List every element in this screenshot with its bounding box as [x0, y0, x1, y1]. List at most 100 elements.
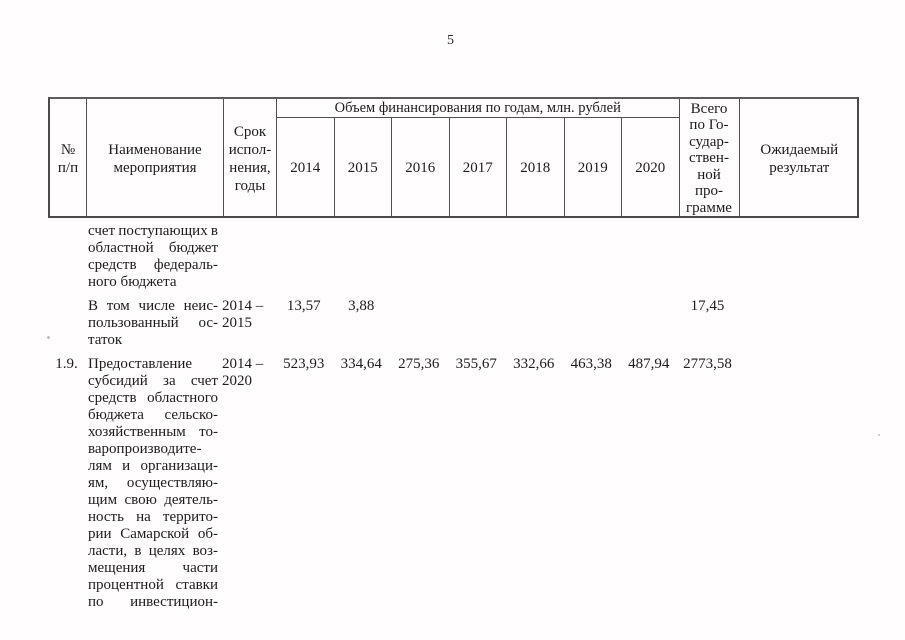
word: бюджета [88, 407, 144, 423]
total-value-cell: 2773,58 [683, 356, 732, 372]
name-line: лям и организаци- [88, 458, 218, 475]
name-line: ного бюджета [88, 274, 177, 290]
header-line: ной [697, 166, 721, 183]
name-line: счет поступающих в [88, 223, 218, 240]
word: счет [88, 223, 116, 239]
header-year-2020: 2020 [622, 118, 680, 218]
word: инвестицион- [130, 594, 218, 610]
table-row: 1.9. Предоставление субсидий за счет средств о… [48, 356, 859, 611]
word: сельско- [164, 407, 218, 423]
name-line: рии Самарской об- [88, 526, 218, 543]
word: целях [148, 543, 186, 559]
header-line: про- [694, 183, 724, 200]
word: части [182, 560, 218, 576]
word: поступающих [118, 223, 208, 239]
name-line: щим свою деятель- [88, 492, 218, 509]
name-line: варопроизводите- [88, 441, 202, 457]
word: мещения [88, 560, 146, 576]
header-line: Ожидаемый [760, 141, 839, 158]
word: ставки [175, 577, 218, 593]
page-number: 5 [447, 33, 454, 48]
header-line: № [60, 141, 76, 158]
name-line: средств федераль- [88, 257, 218, 274]
name-line: ность на террито- [88, 509, 218, 526]
year-value-cell: 487,94 [628, 356, 670, 372]
word: щим [88, 492, 118, 508]
table-row: счет поступающих в областной бюджет средств фе… [48, 223, 859, 291]
word: бюджет [168, 240, 218, 256]
term-line: 2014 – [222, 356, 264, 372]
header-year-2017: 2017 [450, 118, 507, 218]
word: том [106, 298, 130, 314]
year-value-cell: 332,66 [513, 356, 555, 372]
word: в [134, 543, 142, 559]
word: федераль- [153, 257, 218, 273]
name-line: процентной ставки [88, 577, 218, 594]
name-line: областной бюджет [88, 240, 218, 257]
row-number-cell: 1.9. [55, 356, 78, 372]
header-cell-num: № п/п [50, 99, 87, 218]
word: пользованный [88, 315, 179, 331]
row-term-cell: 2014 –2015 [222, 298, 275, 332]
word: об- [197, 526, 218, 542]
header-line: мероприятия [113, 159, 197, 176]
name-line: хозяйственным то- [88, 424, 218, 441]
header-year-2014: 2014 [277, 118, 335, 218]
word: В [88, 298, 99, 314]
row-name-cell: Предоставление субсидий за счет средств облас… [85, 356, 222, 611]
header-line: Наименование [108, 141, 202, 158]
header-cell-total: Всего по Го-судар-ствен-ной про-грамме [680, 99, 740, 218]
term-line: 2015 [222, 315, 252, 331]
name-line: ям, осуществляю- [88, 475, 218, 492]
scan-artifact [878, 434, 880, 436]
header-year-2019: 2019 [565, 118, 622, 218]
header-cell-name: Наименование мероприятия [87, 99, 224, 218]
word: лям [88, 458, 112, 474]
header-line: Всего [690, 100, 728, 117]
header-line: испол- [228, 141, 272, 158]
name-line: субсидий за счет [88, 373, 218, 390]
word: за [163, 373, 176, 389]
word: на [136, 509, 151, 525]
word: рии [88, 526, 112, 542]
header-year-2016: 2016 [392, 118, 450, 218]
word: Самарской [120, 526, 190, 542]
scan-artifact [47, 336, 50, 339]
year-value-cell: 3,88 [348, 298, 375, 314]
year-value-cell: 463,38 [570, 356, 612, 372]
word: в [210, 223, 218, 239]
year-value-cell: 334,64 [340, 356, 382, 372]
year-value-cell: 523,93 [283, 356, 325, 372]
word: то- [199, 424, 218, 440]
word: воз- [192, 543, 218, 559]
word: по [88, 594, 104, 610]
table-body: счет поступающих в областной бюджет средств фе… [48, 223, 859, 618]
name-line: бюджета сельско- [88, 407, 218, 424]
word: субсидий [88, 373, 148, 389]
name-line: по инвестицион- [88, 594, 218, 611]
word: областной [88, 240, 154, 256]
word: ность [88, 509, 124, 525]
word: и [122, 458, 131, 474]
financing-table-header: № п/п Наименование мероприятия Срок испол-н… [48, 97, 859, 218]
word: организаци- [140, 458, 218, 474]
header-line: ствен- [689, 150, 729, 167]
name-line: ласти, в целях воз- [88, 543, 218, 560]
word: счет [190, 373, 218, 389]
word: средств [88, 257, 137, 273]
name-line: мещения части [88, 560, 218, 577]
word: хозяйственным [88, 424, 186, 440]
header-finance-group: Объем финансирования по годам, млн. рубл… [277, 99, 680, 118]
word: ос- [198, 315, 218, 331]
word: процентной [88, 577, 164, 593]
term-line: 2014 – [222, 298, 264, 314]
term-line: 2020 [222, 373, 252, 389]
header-line: Срок [233, 123, 267, 140]
word: ям, [88, 475, 109, 491]
header-cell-term: Срок испол-нения, годы [224, 99, 277, 218]
header-line: результат [769, 159, 830, 176]
header-line: по Го- [689, 117, 729, 134]
